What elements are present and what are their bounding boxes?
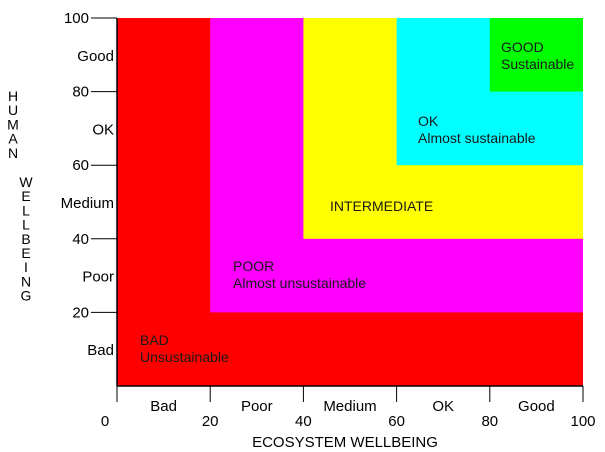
y-tick-label: 80 xyxy=(72,84,89,101)
zone-label-ok-line: Almost sustainable xyxy=(418,130,536,146)
y-axis-title-letter: H xyxy=(8,88,18,104)
y-band-label: Medium xyxy=(61,195,114,212)
x-tick-label: 40 xyxy=(295,413,312,430)
zone-layer xyxy=(117,18,583,386)
zone-label-good: GOOD Sustainable xyxy=(501,39,574,72)
y-axis-title-letter: N xyxy=(8,145,18,161)
axes-layer xyxy=(116,18,583,387)
x-band-label: Bad xyxy=(150,398,177,415)
x-tick-label: 0 xyxy=(101,413,109,430)
zone-label-good-line: GOOD xyxy=(501,39,544,55)
y-axis-title-letter: W xyxy=(19,174,33,190)
y-band-label: Good xyxy=(77,48,114,65)
zone-label-poor: POOR Almost unsustainable xyxy=(233,258,366,291)
y-tick-label: 60 xyxy=(72,157,89,174)
zone-label-layer: BAD Unsustainable POOR Almost unsustainable… xyxy=(140,39,574,365)
x-band-label: OK xyxy=(432,398,454,415)
y-axis-title-letter: E xyxy=(21,188,30,204)
y-band-label: Poor xyxy=(82,269,114,286)
y-band-label: Bad xyxy=(87,342,114,359)
zone-label-intermediate-line: INTERMEDIATE xyxy=(330,198,433,214)
y-axis-title-letter: N xyxy=(21,273,31,289)
y-axis-title-letter: M xyxy=(7,116,19,132)
y-axis-title-letter: E xyxy=(21,245,30,261)
zone-label-bad-line: Unsustainable xyxy=(140,349,229,365)
y-tick-label: 40 xyxy=(72,231,89,248)
zone-label-bad: BAD Unsustainable xyxy=(140,332,229,365)
zone-label-ok: OK Almost sustainable xyxy=(418,113,536,146)
y-axis-title: H U M A NW E L L B E I N G xyxy=(7,88,33,304)
zone-label-ok-line: OK xyxy=(418,113,439,129)
zone-label-poor-line: Almost unsustainable xyxy=(233,275,366,291)
y-axis-title-letter: B xyxy=(21,231,30,247)
y-axis-title-letter: G xyxy=(21,288,32,304)
x-tick-label: 20 xyxy=(202,413,219,430)
zone-label-good-line: Sustainable xyxy=(501,56,574,72)
x-band-label: Medium xyxy=(323,398,376,415)
x-band-label: Good xyxy=(518,398,555,415)
y-axis-title-letter: U xyxy=(8,102,18,118)
zone-label-intermediate: INTERMEDIATE xyxy=(330,198,433,214)
zone-good xyxy=(489,18,583,92)
x-axis-title: ECOSYSTEM WELLBEING xyxy=(252,434,438,451)
y-band-label: OK xyxy=(92,121,114,138)
x-tick-label: 60 xyxy=(388,413,405,430)
y-tick-label: 100 xyxy=(64,10,89,27)
y-tick-layer: 20 40 60 80 100 Bad Poor Medium OK Good xyxy=(61,10,117,359)
y-axis-title-letter: I xyxy=(24,259,28,275)
y-tick-label: 20 xyxy=(72,304,89,321)
x-band-label: Poor xyxy=(241,398,273,415)
zone-label-bad-line: BAD xyxy=(140,332,169,348)
x-tick-layer: 0 20 40 60 80 100 Bad Poor Medium OK Good xyxy=(101,386,596,430)
y-axis-title-letter: L xyxy=(22,202,30,218)
zone-label-poor-line: POOR xyxy=(233,258,274,274)
x-tick-label: 80 xyxy=(481,413,498,430)
y-axis-title-letter: L xyxy=(22,217,30,233)
y-axis-title-letter: A xyxy=(8,131,18,147)
x-tick-label: 100 xyxy=(570,413,595,430)
